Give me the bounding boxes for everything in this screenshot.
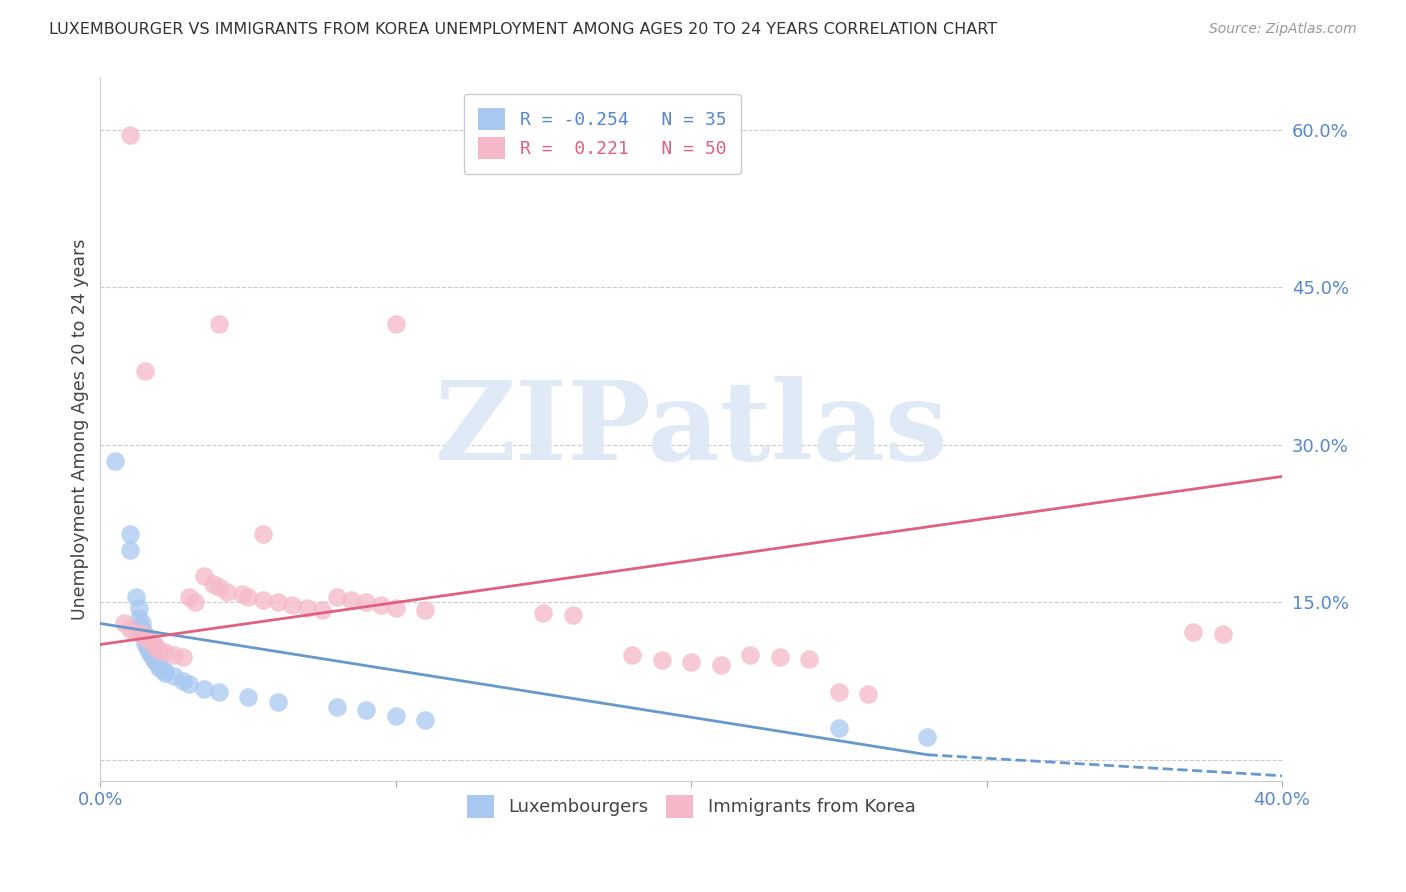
Point (134, 629, 156, 643)
Point (139, 648, 162, 662)
Point (136, 642, 159, 657)
Point (148, 660, 170, 674)
Point (118, 128, 141, 143)
Text: ZIPatlas: ZIPatlas (434, 376, 948, 483)
Point (207, 580, 229, 594)
Point (148, 658, 170, 673)
Point (104, 454, 127, 468)
Point (163, 669, 186, 683)
Point (148, 642, 170, 657)
Point (769, 650, 792, 665)
Point (413, 713, 436, 727)
Point (384, 317, 406, 331)
Point (917, 730, 939, 744)
Point (384, 600, 406, 615)
Point (172, 674, 194, 689)
Point (134, 632, 156, 647)
Point (125, 591, 148, 605)
Point (145, 640, 167, 654)
Point (193, 681, 215, 696)
Point (131, 627, 153, 641)
Point (325, 591, 347, 605)
Point (155, 645, 177, 659)
Text: LUXEMBOURGER VS IMMIGRANTS FROM KOREA UNEMPLOYMENT AMONG AGES 20 TO 24 YEARS COR: LUXEMBOURGER VS IMMIGRANTS FROM KOREA UN… (49, 22, 997, 37)
Point (1182, 624, 1205, 639)
Point (740, 648, 762, 662)
Point (172, 650, 194, 665)
Point (118, 527, 141, 541)
Point (142, 650, 165, 665)
Point (413, 603, 436, 617)
Point (252, 527, 274, 541)
Point (207, 684, 229, 698)
Point (858, 687, 880, 701)
Point (354, 595, 377, 609)
Point (193, 569, 215, 583)
Point (217, 585, 239, 599)
Point (295, 600, 318, 615)
Point (112, 616, 135, 631)
Point (266, 595, 288, 609)
Point (354, 703, 377, 717)
Point (139, 634, 162, 648)
Point (533, 606, 555, 620)
Point (131, 616, 153, 631)
Point (281, 598, 304, 612)
Point (370, 598, 392, 612)
Point (340, 593, 363, 607)
Point (142, 638, 165, 652)
Text: Source: ZipAtlas.com: Source: ZipAtlas.com (1209, 22, 1357, 37)
Point (236, 591, 259, 605)
Point (163, 648, 186, 662)
Point (1212, 627, 1234, 641)
Point (621, 648, 644, 662)
Point (177, 677, 200, 691)
Point (128, 600, 150, 615)
Point (266, 695, 288, 709)
Point (134, 627, 156, 641)
Point (828, 684, 851, 698)
Point (710, 658, 733, 673)
Point (177, 591, 200, 605)
Point (231, 587, 253, 601)
Point (562, 608, 585, 623)
Point (155, 664, 177, 678)
Point (681, 656, 703, 670)
Point (142, 653, 165, 667)
Point (155, 665, 177, 680)
Point (131, 622, 153, 636)
Point (184, 595, 207, 609)
Point (136, 632, 159, 647)
Point (651, 653, 673, 667)
Point (236, 690, 259, 704)
Point (136, 640, 159, 654)
Point (828, 722, 851, 736)
Point (145, 656, 167, 670)
Point (799, 652, 821, 666)
Point (128, 611, 150, 625)
Point (252, 593, 274, 607)
Point (118, 543, 141, 558)
Point (125, 624, 148, 639)
Y-axis label: Unemployment Among Ages 20 to 24 years: Unemployment Among Ages 20 to 24 years (72, 238, 89, 620)
Point (134, 364, 156, 378)
Point (118, 622, 141, 636)
Point (311, 603, 333, 617)
Point (201, 576, 224, 591)
Point (134, 638, 156, 652)
Point (139, 646, 162, 660)
Point (207, 317, 229, 331)
Legend: Luxembourgers, Immigrants from Korea: Luxembourgers, Immigrants from Korea (460, 789, 922, 825)
Point (384, 709, 406, 723)
Point (325, 700, 347, 714)
